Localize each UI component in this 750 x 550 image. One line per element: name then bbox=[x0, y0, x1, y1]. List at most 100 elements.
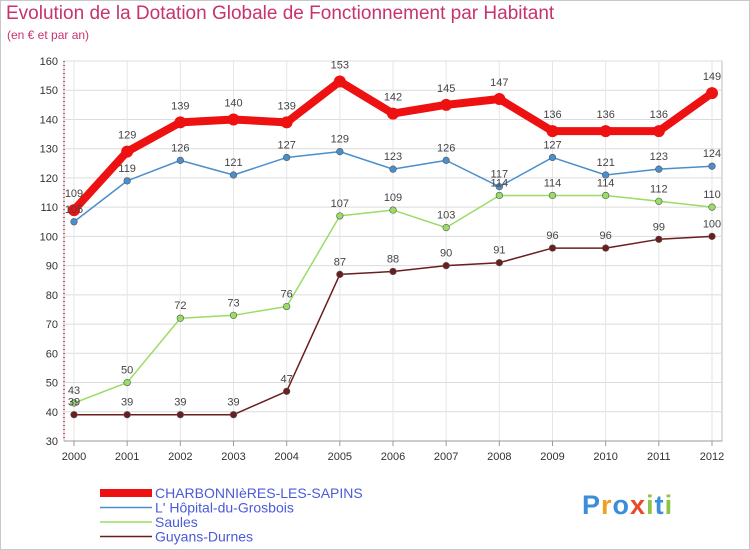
data-point bbox=[548, 191, 557, 200]
data-point bbox=[227, 113, 240, 126]
data-label: 145 bbox=[437, 83, 455, 95]
x-tick-label: 2001 bbox=[115, 451, 139, 463]
data-point bbox=[123, 378, 131, 387]
x-tick-label: 2000 bbox=[62, 451, 86, 463]
data-point bbox=[229, 411, 238, 419]
data-label: 123 bbox=[650, 151, 668, 163]
x-tick-label: 2004 bbox=[274, 451, 298, 463]
logo-letter: t bbox=[654, 490, 665, 520]
data-label: 124 bbox=[703, 148, 721, 160]
x-tick-label: 2011 bbox=[647, 451, 671, 463]
data-point bbox=[708, 203, 716, 211]
data-label: 87 bbox=[334, 256, 346, 268]
logo-letter: o bbox=[612, 490, 631, 520]
data-label: 126 bbox=[437, 142, 455, 154]
data-point bbox=[442, 262, 450, 270]
data-point bbox=[123, 177, 131, 185]
data-label: 110 bbox=[703, 189, 721, 201]
data-point bbox=[123, 411, 131, 419]
y-tick-label: 140 bbox=[40, 114, 58, 126]
data-label: 73 bbox=[227, 297, 239, 309]
data-point bbox=[655, 165, 663, 173]
data-label: 127 bbox=[277, 139, 295, 151]
data-label: 88 bbox=[387, 253, 399, 265]
logo-letter: i bbox=[646, 490, 655, 520]
data-point bbox=[440, 98, 453, 111]
data-label: 139 bbox=[171, 100, 189, 112]
logo-letter: x bbox=[630, 490, 647, 520]
data-point bbox=[68, 204, 80, 217]
data-point bbox=[336, 212, 344, 220]
y-tick-label: 30 bbox=[46, 436, 58, 448]
data-point bbox=[229, 171, 238, 179]
data-label: 136 bbox=[543, 109, 561, 121]
data-point bbox=[176, 156, 184, 164]
data-label: 72 bbox=[174, 300, 186, 312]
x-tick-label: 2002 bbox=[168, 451, 192, 463]
data-label: 76 bbox=[281, 289, 293, 301]
data-label: 90 bbox=[440, 248, 452, 260]
data-label: 117 bbox=[491, 169, 509, 181]
data-label: 114 bbox=[491, 177, 509, 189]
data-label: 129 bbox=[331, 134, 349, 146]
data-label: 100 bbox=[703, 218, 721, 230]
data-point bbox=[602, 171, 610, 179]
x-tick-label: 2005 bbox=[328, 451, 352, 463]
data-label: 39 bbox=[68, 397, 80, 409]
data-label: 119 bbox=[118, 163, 136, 175]
data-label: 149 bbox=[703, 71, 721, 83]
legend-label: Saules bbox=[155, 514, 198, 530]
data-label: 123 bbox=[384, 151, 402, 163]
logo-letter: P bbox=[582, 490, 602, 520]
y-tick-label: 110 bbox=[40, 202, 58, 214]
data-point bbox=[176, 411, 184, 419]
data-label: 43 bbox=[68, 385, 80, 397]
data-point bbox=[283, 153, 291, 162]
data-label: 142 bbox=[384, 92, 402, 104]
data-point bbox=[70, 411, 78, 419]
data-label: 121 bbox=[596, 157, 614, 169]
data-label: 91 bbox=[493, 245, 505, 257]
x-tick-label: 2003 bbox=[221, 451, 245, 463]
data-label: 99 bbox=[653, 221, 665, 233]
y-tick-label: 100 bbox=[40, 231, 58, 243]
series-lines bbox=[68, 75, 718, 419]
x-tick-label: 2006 bbox=[381, 451, 405, 463]
data-point bbox=[387, 107, 399, 120]
data-label: 127 bbox=[543, 139, 561, 151]
data-point bbox=[336, 270, 344, 278]
data-point bbox=[283, 387, 291, 395]
y-tick-label: 80 bbox=[46, 290, 58, 302]
data-label: 112 bbox=[650, 183, 668, 195]
data-point bbox=[336, 148, 344, 156]
legend-label: Guyans-Durnes bbox=[155, 529, 253, 545]
data-label: 39 bbox=[227, 397, 239, 409]
data-label: 136 bbox=[650, 109, 668, 121]
data-point bbox=[442, 156, 450, 164]
data-label: 129 bbox=[118, 130, 136, 142]
data-label: 140 bbox=[224, 97, 242, 109]
axes: 30 40 50 60 70 80 90 100 110 120 130 140 150 160 2000 2… bbox=[40, 56, 725, 463]
data-point bbox=[548, 153, 557, 162]
data-label: 109 bbox=[384, 192, 402, 204]
chart-title: Evolution de la Dotation Globale de Fonc… bbox=[6, 3, 555, 24]
data-label: 96 bbox=[600, 230, 612, 242]
data-point bbox=[442, 224, 450, 232]
data-point bbox=[493, 93, 506, 105]
data-label: 139 bbox=[277, 100, 295, 112]
data-point bbox=[389, 267, 397, 276]
legend-label: CHARBONNIèRES-LES-SAPINS bbox=[155, 485, 363, 501]
data-point bbox=[495, 183, 503, 191]
y-tick-label: 60 bbox=[46, 348, 58, 360]
data-label: 114 bbox=[544, 177, 562, 189]
data-point bbox=[546, 125, 559, 138]
data-label: 121 bbox=[224, 157, 242, 169]
data-point bbox=[708, 162, 716, 170]
data-point bbox=[655, 235, 663, 243]
chart-subtitle: (en € et par an) bbox=[7, 28, 90, 42]
data-point bbox=[333, 75, 346, 88]
data-point bbox=[70, 218, 78, 226]
data-label: 147 bbox=[490, 77, 508, 89]
x-tick-label: 2010 bbox=[593, 451, 617, 463]
